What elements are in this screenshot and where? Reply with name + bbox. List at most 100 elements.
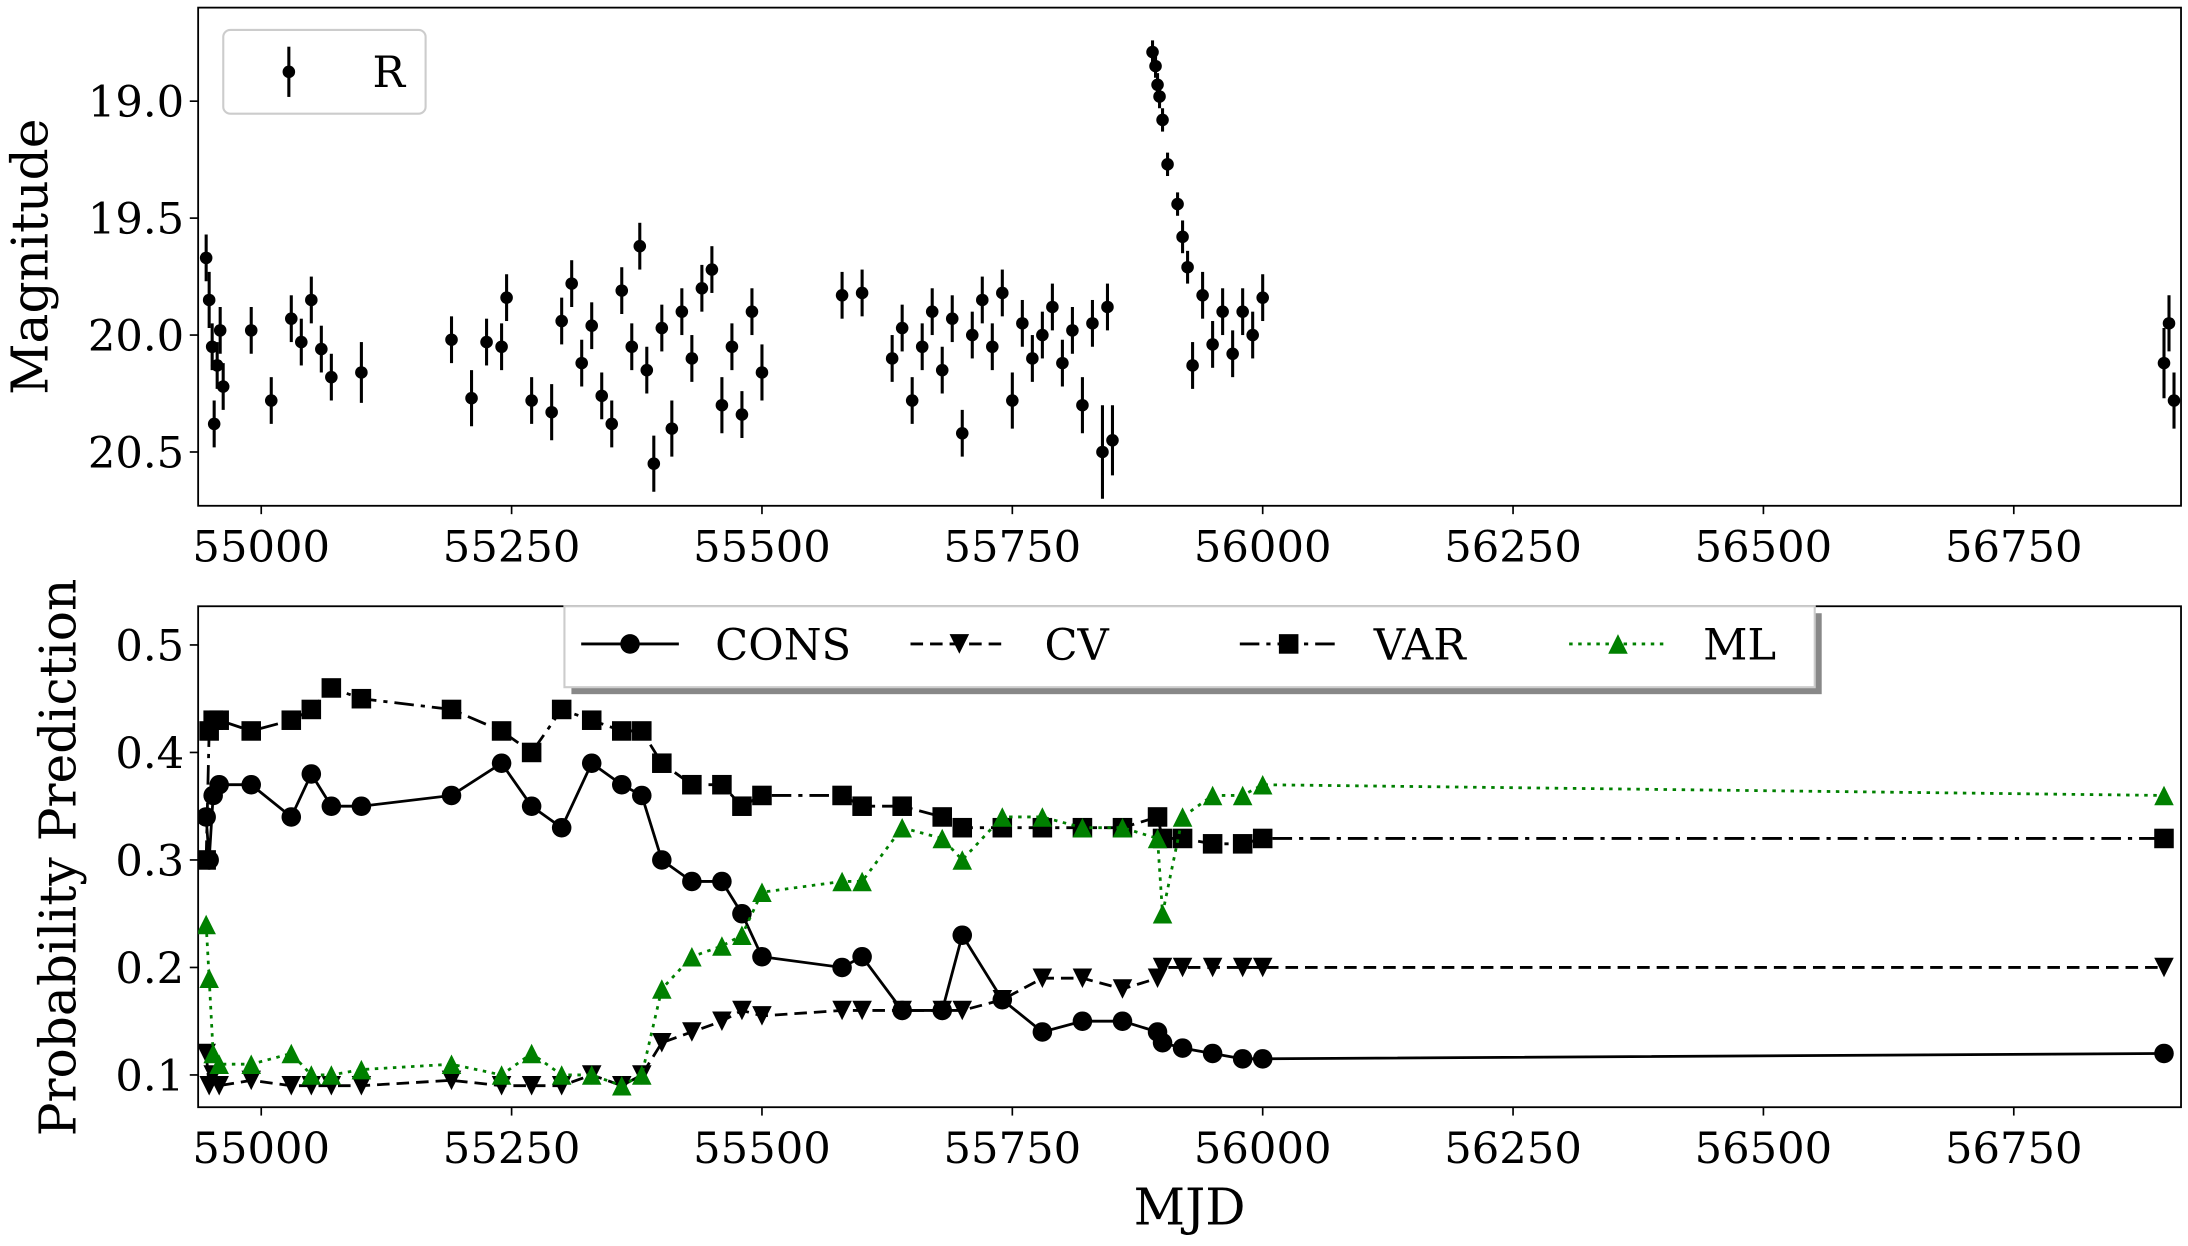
y-tick-label: 19.0	[88, 78, 184, 128]
data-point	[1112, 1011, 1133, 1031]
data-point	[198, 850, 216, 870]
data-point	[2154, 957, 2174, 978]
data-point	[1202, 834, 1223, 854]
data-point	[585, 319, 598, 332]
data-point	[1252, 828, 1273, 849]
data-point	[1226, 347, 1239, 361]
data-point	[695, 281, 709, 295]
data-point	[655, 321, 669, 335]
data-point	[952, 850, 973, 870]
y-tick-label: 0.3	[115, 836, 184, 886]
legend-marker	[949, 634, 970, 654]
data-point	[521, 1043, 542, 1064]
data-point	[295, 335, 308, 349]
data-point	[441, 1054, 462, 1074]
data-point	[935, 363, 949, 377]
subplot: 55000 55250 55500 55750 56000 56250 56500 56750…	[28, 579, 2182, 1236]
legend-marker	[620, 634, 640, 654]
x-tick-label: 55750	[944, 523, 1082, 573]
data-point	[355, 366, 368, 379]
data-point	[1172, 807, 1193, 827]
data-point	[491, 721, 512, 741]
x-tick-label: 56500	[1695, 1124, 1833, 1174]
legend-marker	[1278, 634, 1299, 654]
data-point	[2154, 828, 2174, 849]
data-point	[199, 968, 219, 988]
y-tick-label: 0.4	[115, 729, 184, 779]
legend: CONS CV VAR ML	[563, 605, 1822, 695]
data-point	[1032, 807, 1053, 827]
data-point	[445, 333, 458, 347]
data-point	[1153, 90, 1166, 103]
x-tick-label: 56000	[1194, 523, 1332, 573]
data-point	[315, 342, 328, 356]
data-point	[615, 284, 629, 297]
data-point	[210, 359, 224, 372]
x-tick-label: 56000	[1194, 1124, 1332, 1174]
data-point	[205, 340, 219, 354]
data-point	[652, 850, 672, 870]
data-point	[752, 1006, 772, 1026]
data-point	[241, 1054, 261, 1074]
data-point	[895, 321, 909, 335]
data-point	[685, 352, 699, 365]
data-point	[581, 1065, 602, 1085]
data-point	[832, 957, 852, 978]
y-tick-label: 0.2	[115, 944, 184, 994]
data-point	[1147, 828, 1168, 849]
data-point	[675, 305, 689, 318]
legend-label: ML	[1703, 620, 1776, 670]
data-point	[715, 398, 729, 412]
data-point	[1161, 158, 1174, 171]
legend-marker	[1608, 634, 1628, 654]
data-point	[932, 807, 952, 827]
data-point	[1072, 1011, 1093, 1031]
data-point	[1232, 1049, 1253, 1069]
data-point	[647, 457, 661, 470]
data-point	[852, 796, 872, 816]
data-point	[1232, 957, 1253, 978]
data-point	[712, 1011, 732, 1031]
data-point	[732, 796, 752, 816]
data-point	[1232, 785, 1253, 806]
data-point	[932, 828, 952, 849]
data-point	[213, 324, 227, 337]
data-point	[465, 391, 478, 405]
data-point	[525, 394, 538, 407]
data-point	[575, 356, 588, 370]
data-point	[209, 1075, 229, 1096]
data-point	[955, 427, 969, 440]
data-point	[852, 871, 872, 892]
data-point	[1176, 230, 1189, 244]
data-point	[1076, 398, 1089, 412]
data-point	[1147, 807, 1168, 827]
x-tick-label: 56250	[1444, 523, 1582, 573]
data-point	[1172, 828, 1193, 849]
data-point	[545, 405, 558, 419]
data-point	[1066, 324, 1079, 337]
data-point	[198, 914, 216, 935]
data-point	[892, 1000, 912, 1021]
data-point	[244, 324, 258, 337]
legend-label: VAR	[1373, 620, 1468, 670]
data-point	[1252, 957, 1273, 978]
data-point	[1196, 289, 1209, 302]
data-point	[996, 286, 1009, 300]
data-point	[855, 286, 869, 300]
data-point	[925, 305, 939, 318]
data-point	[595, 389, 609, 403]
data-point	[735, 408, 749, 421]
plot-area	[197, 6, 2182, 507]
data-point	[605, 417, 619, 431]
data-point	[1181, 260, 1194, 274]
data-point	[521, 1075, 542, 1096]
y-axis-label: Probability Prediction	[28, 579, 87, 1137]
data-point	[551, 817, 572, 838]
data-point	[1046, 300, 1059, 314]
data-point	[986, 340, 999, 354]
data-point	[652, 979, 672, 999]
data-point	[1096, 445, 1109, 459]
data-point	[2162, 317, 2176, 330]
data-point	[551, 1065, 572, 1085]
x-tick-label: 55500	[693, 1124, 831, 1174]
